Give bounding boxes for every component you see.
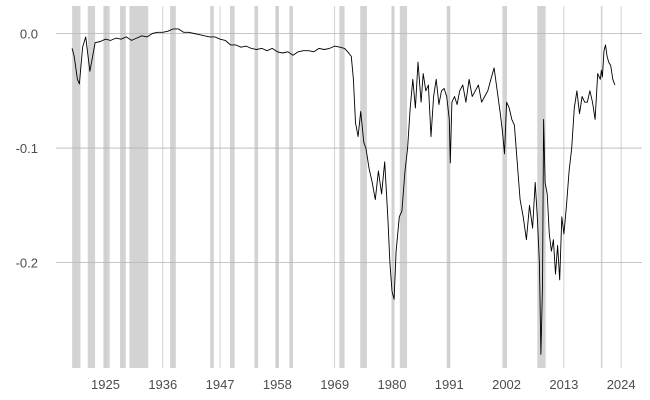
shaded-period (129, 6, 149, 368)
shaded-period (446, 6, 451, 368)
shaded-period (229, 6, 235, 368)
x-tick-label: 1936 (148, 377, 177, 392)
shaded-period (170, 6, 176, 368)
x-tick-label: 1958 (263, 377, 292, 392)
shaded-periods (72, 6, 603, 368)
shaded-period (600, 6, 603, 368)
shaded-period (87, 6, 96, 368)
x-tick-label: 1925 (91, 377, 120, 392)
shaded-period (210, 6, 214, 368)
x-tick-label: 1980 (378, 377, 407, 392)
x-tick-label: 1947 (206, 377, 235, 392)
y-axis: 0.0 -0.1 -0.2 (16, 26, 38, 270)
y-tick-label: -0.1 (16, 141, 38, 156)
shaded-period (339, 6, 345, 368)
x-tick-label: 2002 (492, 377, 521, 392)
x-tick-label: 1991 (435, 377, 464, 392)
shaded-period (254, 6, 259, 368)
shaded-period (391, 6, 395, 368)
shaded-period (72, 6, 81, 368)
y-tick-label: 0.0 (20, 26, 38, 41)
shaded-period (360, 6, 367, 368)
x-tick-label: 1969 (320, 377, 349, 392)
x-tick-label: 2024 (607, 377, 636, 392)
shaded-period (289, 6, 294, 368)
series-layer (71, 28, 616, 355)
series-line (71, 28, 616, 355)
shaded-period (502, 6, 507, 368)
shaded-period (120, 6, 126, 368)
shaded-period (537, 6, 546, 368)
x-tick-label: 2013 (549, 377, 578, 392)
shaded-period (103, 6, 110, 368)
x-axis: 1925 1936 1947 1958 1969 1980 1991 2002 2013 2024 (91, 377, 636, 392)
y-tick-label: -0.2 (16, 256, 38, 271)
